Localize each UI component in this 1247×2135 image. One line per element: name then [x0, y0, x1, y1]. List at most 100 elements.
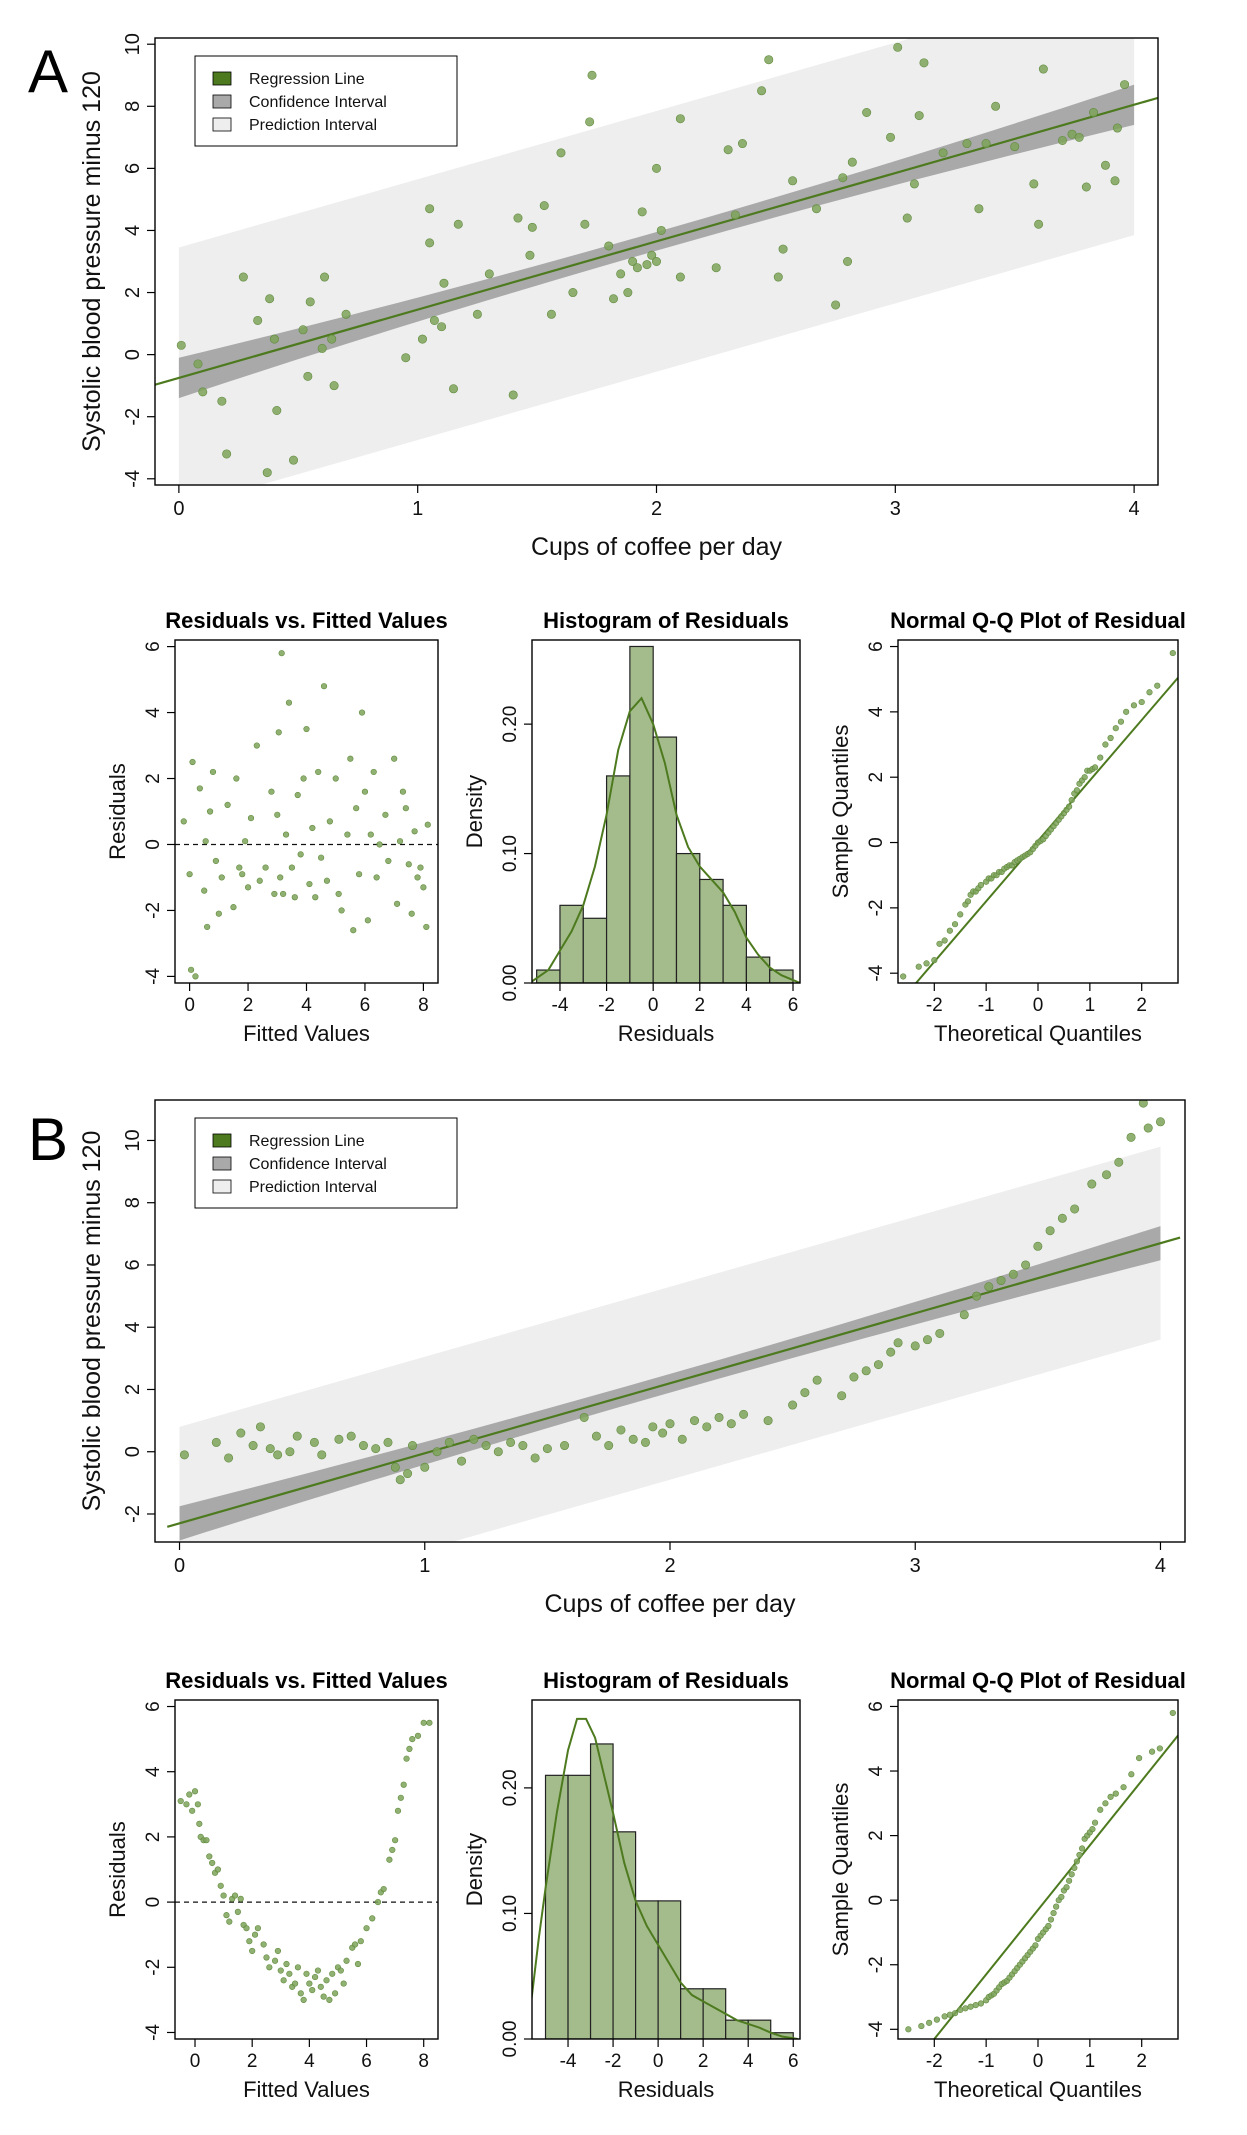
- panel-a-resid-data-point: [186, 871, 193, 878]
- panel-a-resid-data-point: [291, 894, 298, 901]
- panel-a-hist-x-tick-label: 4: [741, 995, 752, 1016]
- panel-a-resid-data-point: [402, 805, 409, 812]
- panel-b-main-plot-area: [166, 1100, 1181, 1542]
- panel-b-resid-data-point: [196, 1820, 203, 1827]
- panel-a-main-data-point: [1089, 108, 1099, 118]
- panel-b-hist-plot-area: [532, 1717, 798, 2039]
- panel-a-resid-data-point: [335, 890, 342, 898]
- panel-b-qq-data-point: [1148, 1748, 1156, 1755]
- panel-a-qq-data-point: [936, 940, 943, 947]
- panel-b-hist-x-tick-label: -2: [605, 2051, 622, 2072]
- panel-b-main-data-point: [403, 1469, 413, 1479]
- panel-b-residuals-vs-fitted: 0 2 4 6 8 -4 -2 0 2 4 6 Fitted Values Residuals Resid…: [105, 1668, 448, 2102]
- panel-b-resid-data-point: [209, 1859, 216, 1867]
- panel-a-main-y-tick-label: 6: [122, 163, 144, 174]
- panel-a-resid-x-tick-label: 6: [360, 995, 371, 1016]
- panel-a-resid-data-point: [262, 864, 269, 871]
- panel-a-qq-data-point: [957, 911, 964, 918]
- panel-a-resid-data-point: [367, 831, 374, 838]
- panel-b-resid-data-point: [231, 1892, 239, 1899]
- panel-a-resid-data-point: [285, 699, 293, 706]
- panel-b-resid-y-tick-label: 4: [143, 1766, 164, 1777]
- panel-a-hist-y-axis-label: Density: [462, 775, 487, 848]
- panel-b-main-data-point: [506, 1437, 516, 1447]
- panel-a-hist-x-tick-label: 6: [788, 995, 799, 1016]
- panel-b-resid-data-point: [406, 1745, 413, 1752]
- panel-a-main-legend: Regression Line Confidence Interval Predic…: [194, 55, 458, 147]
- panel-b-main-data-point: [800, 1388, 810, 1398]
- panel-a-main-data-point: [893, 42, 903, 52]
- panel-b-resid-data-point: [394, 1807, 402, 1814]
- panel-a-main-data-point: [425, 204, 435, 214]
- panel-b-resid-data-point: [266, 1964, 273, 1971]
- panel-b-resid-data-point: [271, 1957, 279, 1964]
- panel-a-main-data-point: [527, 222, 537, 232]
- panel-a-main-data-point: [1029, 179, 1039, 189]
- panel-b-hist-y-axis-label: Density: [462, 1833, 487, 1906]
- panel-b-resid-data-point: [340, 1980, 347, 1987]
- panel-a-qq-x-tick-label: 2: [1136, 995, 1147, 1016]
- panel-a-resid-y-tick-label: 0: [143, 839, 164, 850]
- panel-a-resid-data-point: [297, 851, 304, 858]
- panel-b-main-data-point: [873, 1360, 883, 1370]
- panel-b-main-y-axis-label: Systolic blood pressure minus 120: [78, 1131, 106, 1512]
- panel-b-main-data-point: [1033, 1241, 1043, 1251]
- panel-b-qq-data-point: [1032, 1942, 1039, 1949]
- panel-a-resid-y-tick-label: 6: [143, 641, 164, 652]
- panel-a-main-data-point: [623, 288, 633, 298]
- panel-b-qq-data-point: [1169, 1709, 1176, 1717]
- panel-a-main-data-point: [938, 148, 948, 158]
- panel-b-resid-plot-area: [175, 1719, 438, 2003]
- panel-a-main-data-point: [981, 139, 991, 149]
- panel-b-main-data-point: [658, 1428, 668, 1438]
- panel-b-main-legend-entry: Confidence Interval: [249, 1156, 387, 1173]
- panel-b-qq-qq-reference-line: [933, 1734, 1178, 2039]
- panel-a-main-data-point: [437, 322, 447, 332]
- panel-b-main-data-point: [211, 1437, 221, 1447]
- panel-a-resid-data-point: [423, 923, 430, 931]
- panel-a-main-data-point: [305, 297, 315, 307]
- panel-b-main-data-point: [910, 1341, 920, 1351]
- panel-b-qq-x-axis-label: Theoretical Quantiles: [934, 2077, 1142, 2102]
- panel-b-qq-data-point: [918, 2022, 925, 2030]
- panel-b-resid-data-point: [357, 1938, 364, 1945]
- panel-b-main-data-point: [591, 1431, 601, 1441]
- panel-a-main-data-point: [253, 315, 263, 325]
- panel-a-resid-data-point: [280, 890, 287, 898]
- panel-b-qq-x-tick-label: -1: [978, 2051, 995, 2072]
- panel-a-main-data-point: [651, 163, 661, 173]
- panel-a-main-y-tick-label: 8: [122, 101, 144, 112]
- panel-a-main-data-point: [1100, 160, 1110, 170]
- panel-a-qq-plot-frame: [897, 639, 1179, 984]
- panel-a-resid-data-point: [399, 788, 407, 795]
- panel-b-main-data-point: [224, 1453, 234, 1463]
- panel-a-main-data-point: [604, 241, 614, 251]
- panel-a-qq-data-point: [1112, 725, 1119, 732]
- panel-a-main-data-point: [327, 334, 337, 344]
- panel-a-main-y-axis-label: Systolic blood pressure minus 120: [78, 71, 106, 452]
- panel-a-main-data-point: [919, 58, 929, 68]
- panel-a-hist-y-tick-label: 0.00: [500, 965, 521, 1002]
- panel-a-main-data-point: [723, 145, 733, 155]
- panel-a-main-data-point: [580, 219, 590, 229]
- panel-a-resid-data-point: [344, 831, 351, 838]
- panel-b-qq-y-tick-label: -4: [866, 2020, 887, 2037]
- panel-a-main-x-axis-label: Cups of coffee per day: [531, 533, 783, 561]
- panel-b-main-legend-swatch: [212, 1133, 232, 1148]
- panel-b-resid-data-point: [226, 1918, 233, 1925]
- panel-a-resid-data-point: [315, 768, 322, 776]
- panel-b-main-data-point: [984, 1282, 994, 1292]
- panel-b-main-x-tick-label: 4: [1155, 1555, 1166, 1577]
- panel-a-hist-x-tick-label: 2: [695, 995, 706, 1016]
- panel-a-main-legend-swatch: [212, 94, 232, 109]
- panel-a-resid-data-point: [282, 831, 290, 838]
- panel-a-main-data-point: [585, 117, 595, 127]
- panel-a-resid-data-point: [385, 857, 392, 865]
- panel-a-main-data-point: [198, 387, 208, 397]
- panel-a-resid-data-point: [244, 884, 252, 891]
- panel-b-resid-data-point: [186, 1791, 193, 1798]
- panel-a-resid-data-point: [294, 791, 301, 799]
- panel-a-qq-data-point: [1107, 734, 1114, 742]
- panel-b-hist-x-tick-label: 4: [743, 2051, 754, 2072]
- panel-a-main-data-point: [773, 272, 783, 282]
